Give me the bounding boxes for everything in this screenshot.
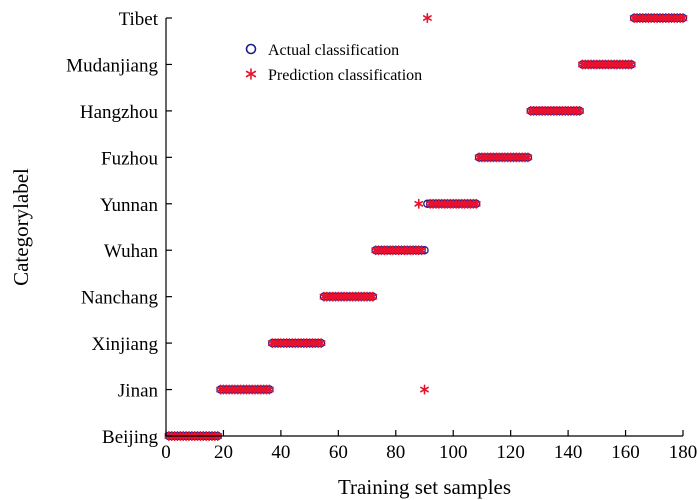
x-ticks: 0 20 40 60 80 100 120 140 160 180 [161,430,697,463]
y-axis-title: Categorylabel [9,168,33,286]
category-label-tibet: Tibet [119,9,159,30]
category-label-wuhan: Wuhan [104,241,159,262]
prediction-point [316,338,326,349]
category-label-yunnan: Yunnan [100,195,159,216]
prediction-point [678,13,688,24]
prediction-point-misclassified [414,198,424,209]
x-tick-label: 80 [386,442,405,463]
category-label-jinan: Jinan [118,381,159,402]
x-tick-label: 140 [554,442,583,463]
x-tick-label: 120 [496,442,525,463]
prediction-point [264,384,274,395]
prediction-point [471,198,481,209]
category-label-hangzhou: Hangzhou [80,102,159,123]
x-tick-label: 100 [439,442,468,463]
category-label-fuzhou: Fuzhou [101,148,159,169]
prediction-point [575,105,585,116]
prediction-point [417,245,427,256]
x-tick-label: 180 [669,442,698,463]
x-tick-label: 60 [329,442,348,463]
category-label-mudanjiang: Mudanjiang [66,55,158,76]
legend: Actual classification Prediction classif… [245,42,422,84]
legend-prediction-marker [245,68,257,80]
prediction-point [626,59,636,70]
y-ticks: Beijing Jinan Xinjiang Nanchang Wuhan Yunnan F… [66,9,172,448]
category-label-xinjiang: Xinjiang [92,334,159,355]
prediction-point-misclassified [422,13,432,24]
prediction-point [368,291,378,302]
prediction-point [523,152,533,163]
legend-actual-label: Actual classification [268,42,399,59]
legend-actual-marker [245,43,257,55]
category-label-beijing: Beijing [102,427,158,448]
x-tick-label: 20 [214,442,233,463]
x-tick-label: 0 [161,442,171,463]
x-axis-title: Training set samples [338,475,511,499]
plot-area [164,13,688,442]
axes [165,18,683,437]
x-tick-label: 160 [611,442,640,463]
legend-prediction-label: Prediction classification [268,67,422,84]
category-label-nanchang: Nanchang [81,288,159,309]
x-tick-label: 40 [271,442,290,463]
legend-star-glyph [245,68,257,80]
prediction-point-misclassified [420,384,429,395]
